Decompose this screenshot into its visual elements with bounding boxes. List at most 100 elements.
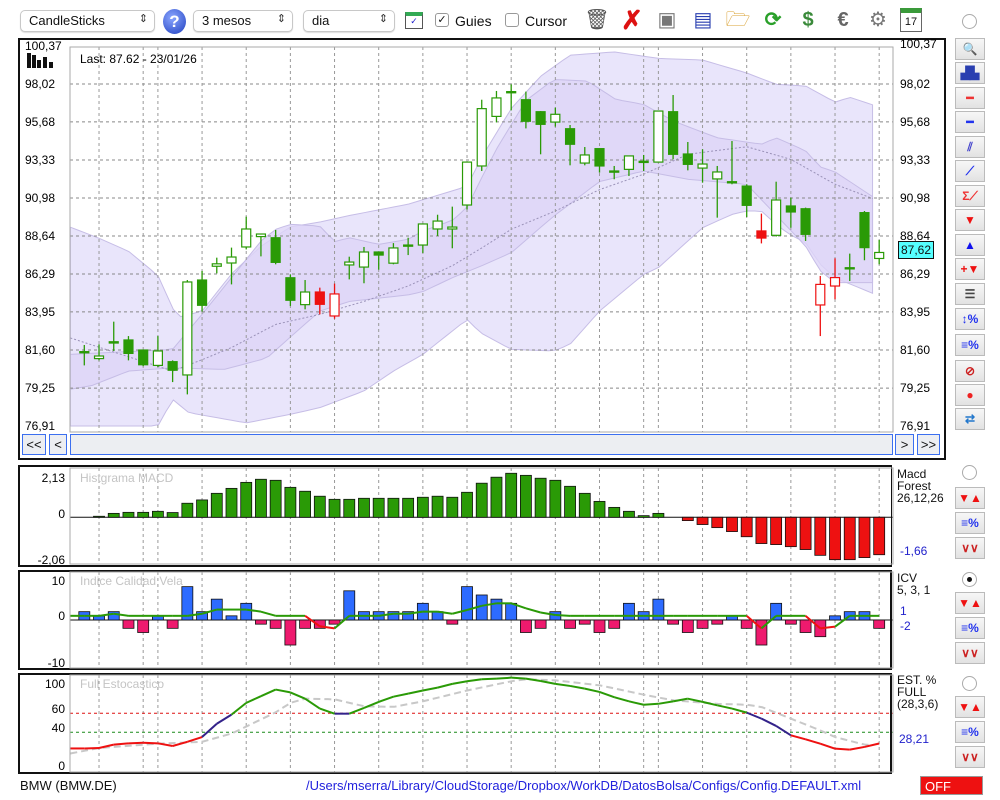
macd-bar: [151, 510, 164, 518]
save-icon[interactable]: ▤: [693, 9, 713, 31]
icv-signal-segment: [187, 612, 203, 617]
stoch-k-segment: [245, 695, 262, 704]
currency-icon[interactable]: €: [837, 9, 849, 31]
report-icon[interactable]: ▣: [657, 9, 677, 31]
config-path-link[interactable]: /Users/mserra/Library/CloudStorage/Dropb…: [306, 778, 862, 793]
panel-radio-macd[interactable]: [962, 465, 977, 480]
icv-bar: [343, 590, 356, 621]
stoch-k-segment: [849, 745, 865, 751]
icv-bar: [240, 602, 253, 621]
stoch-k-segment: [687, 697, 703, 703]
price-tick-right: 83,95: [900, 305, 930, 319]
candle-body: [785, 205, 796, 213]
stoch-k-segment: [569, 684, 585, 690]
price-tick-right: 90,98: [900, 191, 930, 205]
level-percent-icon[interactable]: ≡%: [955, 334, 985, 356]
date-axis-strip[interactable]: [70, 434, 893, 455]
guides-checkbox[interactable]: ✓: [435, 13, 449, 27]
icv-bar: [269, 619, 282, 629]
overview-icon[interactable]: ▟▙: [955, 62, 985, 84]
nav-last-button[interactable]: >>: [917, 434, 940, 455]
cursor-checkbox[interactable]: [505, 13, 519, 27]
settings-icon[interactable]: ⚙: [869, 9, 887, 31]
period-select[interactable]: 3 mesos ⇕: [193, 10, 293, 32]
status-off-badge[interactable]: OFF: [920, 776, 983, 795]
help-icon[interactable]: ?: [163, 9, 186, 34]
candle-body: [712, 171, 723, 180]
remove-icon[interactable]: ⊘: [955, 360, 985, 382]
open-folder-icon[interactable]: 🗁: [725, 9, 751, 31]
candle-body: [417, 223, 428, 246]
channel-icon[interactable]: ⫽: [955, 136, 985, 158]
stoch-level-percent-icon[interactable]: ≡%: [955, 721, 985, 743]
icv-bar: [873, 619, 886, 629]
candle-body: [815, 283, 826, 306]
buy-arrow-icon[interactable]: ▲: [955, 234, 985, 256]
trendline-icon[interactable]: ⟋: [955, 160, 985, 182]
stoch-k-segment: [216, 713, 233, 725]
sync-icon[interactable]: ⇄: [955, 408, 985, 430]
record-icon[interactable]: ●: [955, 384, 985, 406]
macd-bar: [299, 490, 312, 518]
candle-body: [182, 281, 193, 376]
candle: [594, 148, 605, 173]
icv-level-percent-icon[interactable]: ≡%: [955, 617, 985, 639]
nav-next-button[interactable]: >: [895, 434, 914, 455]
symbol-label: BMW (BMW.DE): [20, 778, 117, 793]
percent-range-icon[interactable]: ↕%: [955, 308, 985, 330]
chart-window-icon[interactable]: ✓: [405, 12, 423, 29]
icv-bar: [652, 598, 665, 621]
candle-body: [667, 111, 679, 155]
candle-body: [682, 153, 693, 165]
macd-level-percent-icon[interactable]: ≡%: [955, 512, 985, 534]
chart-type-select[interactable]: CandleSticks ⇕: [20, 10, 155, 32]
icv-bar: [711, 619, 724, 625]
red-line-icon[interactable]: ━: [955, 87, 985, 109]
trash-icon[interactable]: 🗑: [584, 9, 610, 31]
icv-bar: [740, 619, 753, 629]
calendar-icon[interactable]: 17: [900, 8, 922, 32]
add-order-icon[interactable]: +▼: [955, 258, 985, 280]
icv-buy-sell-arrows-icon[interactable]: ▼▲: [955, 592, 985, 614]
panel-radio-main[interactable]: [962, 14, 977, 29]
macd-bar: [755, 516, 768, 544]
blue-line-icon[interactable]: ━: [955, 111, 985, 133]
candle-body: [653, 110, 664, 163]
stoch-k-segment: [157, 742, 173, 747]
macd-bar: [711, 516, 724, 529]
panel-radio-stoch[interactable]: [962, 676, 977, 691]
volume-bars-icon[interactable]: [27, 53, 58, 68]
price-tick-left: 76,91: [25, 419, 55, 433]
macd-oscillator-cross-icon[interactable]: ∨∨: [955, 537, 985, 559]
stoch-buy-sell-arrows-icon[interactable]: ▼▲: [955, 696, 985, 718]
candle: [506, 84, 517, 111]
price-tick-right: 100,37: [900, 37, 937, 51]
icv-bar: [534, 619, 547, 629]
macd-bar: [740, 516, 753, 538]
nav-prev-button[interactable]: <: [49, 434, 67, 455]
panel-radio-icv[interactable]: [962, 572, 977, 587]
fibonacci-trendline-icon[interactable]: Σ⟋: [955, 185, 985, 207]
price-tick-right: 93,33: [900, 153, 930, 167]
macd-bar: [210, 492, 223, 518]
icv-bar: [107, 611, 120, 621]
stoch-oscillator-cross-icon[interactable]: ∨∨: [955, 746, 985, 768]
price-tick-left: 86,29: [25, 267, 55, 281]
icv-oscillator-cross-icon[interactable]: ∨∨: [955, 642, 985, 664]
nav-first-button[interactable]: <<: [22, 434, 46, 455]
update-data-icon[interactable]: $: [802, 9, 814, 31]
candle-body: [138, 349, 149, 366]
interval-select[interactable]: dia ⇕: [303, 10, 395, 32]
candle: [726, 141, 738, 185]
zoom-icon[interactable]: 🔍: [955, 38, 985, 60]
candle: [447, 206, 458, 249]
grid-lines-icon[interactable]: ☰: [955, 283, 985, 305]
stoch-d-line: [70, 678, 873, 755]
icv-value-1: 1: [900, 604, 907, 618]
candle-body: [329, 293, 340, 317]
sell-arrow-icon[interactable]: ▼: [955, 209, 985, 231]
macd-buy-sell-arrows-icon[interactable]: ▼▲: [955, 487, 985, 509]
refresh-icon[interactable]: ⟳: [764, 9, 782, 31]
delete-icon[interactable]: ✗: [621, 5, 643, 35]
